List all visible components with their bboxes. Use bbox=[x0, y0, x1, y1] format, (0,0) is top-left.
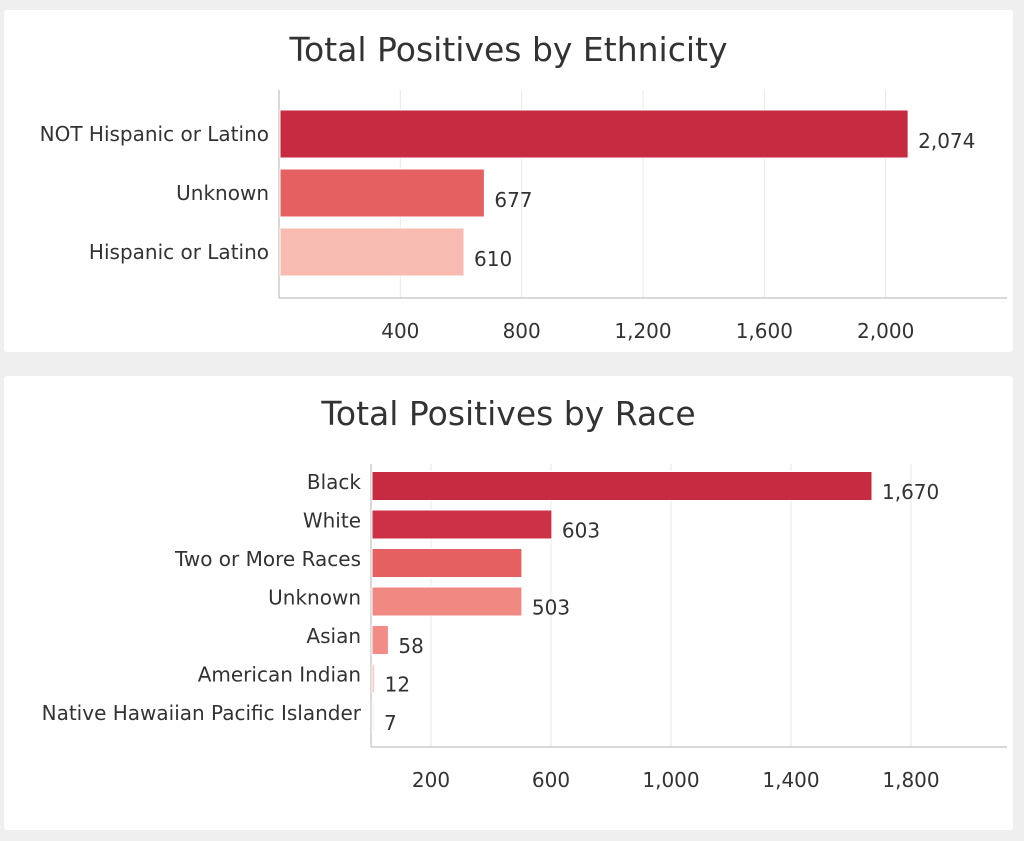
race-x-tick-label: 600 bbox=[532, 768, 570, 792]
ethnicity-x-tick-label: 1,200 bbox=[614, 319, 671, 343]
race-category-label: American Indian bbox=[198, 663, 361, 687]
race-category-label: Unknown bbox=[268, 586, 361, 610]
race-value-label: 603 bbox=[562, 519, 600, 543]
race-value-label: 503 bbox=[532, 596, 570, 620]
race-chart-title: Total Positives by Race bbox=[321, 394, 696, 433]
race-bar-native-hawaiian-pacific-islander bbox=[371, 702, 375, 732]
race-category-label: Black bbox=[307, 470, 362, 494]
race-bar-american-indian bbox=[371, 663, 376, 694]
race-x-tick-label: 1,000 bbox=[642, 768, 699, 792]
ethnicity-value-label: 2,074 bbox=[918, 129, 975, 153]
ethnicity-bar-hispanic-or-latino bbox=[279, 227, 465, 277]
race-bar-two-or-more-races bbox=[371, 548, 523, 578]
ethnicity-chart-panel: Total Positives by Ethnicity 400 800 1,200… bbox=[4, 10, 1013, 352]
ethnicity-chart-title: Total Positives by Ethnicity bbox=[289, 30, 728, 69]
ethnicity-x-tick-label: 2,000 bbox=[857, 319, 914, 343]
ethnicity-category-label: NOT Hispanic or Latino bbox=[40, 122, 269, 146]
race-category-label: Asian bbox=[306, 624, 361, 648]
race-x-tick-label: 1,400 bbox=[762, 768, 819, 792]
ethnicity-bar-unknown bbox=[279, 168, 485, 218]
race-value-label: 7 bbox=[384, 711, 397, 735]
ethnicity-bar-chart: 400 800 1,200 1,600 2,000 NOT Hispanic or Lat… bbox=[40, 90, 1007, 343]
race-bar-unknown bbox=[371, 586, 523, 617]
ethnicity-category-label: Hispanic or Latino bbox=[89, 240, 269, 264]
ethnicity-x-tick-label: 800 bbox=[503, 319, 541, 343]
race-value-label: 12 bbox=[385, 673, 410, 697]
race-bar-black bbox=[371, 471, 873, 501]
ethnicity-value-label: 677 bbox=[494, 188, 532, 212]
race-category-label: Native Hawaiian Pacific Islander bbox=[42, 701, 362, 725]
ethnicity-value-label: 610 bbox=[474, 247, 512, 271]
race-chart-panel: Total Positives by Race 200 600 1,000 1,400… bbox=[4, 376, 1013, 830]
race-category-label: White bbox=[303, 509, 361, 533]
ethnicity-category-label: Unknown bbox=[176, 181, 269, 205]
ethnicity-bar-not-hispanic-or-latino bbox=[279, 109, 909, 159]
race-x-tick-label: 1,800 bbox=[882, 768, 939, 792]
ethnicity-x-tick-label: 1,600 bbox=[736, 319, 793, 343]
race-value-label: 58 bbox=[398, 634, 423, 658]
race-category-label: Two or More Races bbox=[174, 547, 361, 571]
ethnicity-x-tick-label: 400 bbox=[381, 319, 419, 343]
race-x-tick-label: 200 bbox=[412, 768, 450, 792]
race-value-label: 1,670 bbox=[882, 480, 939, 504]
race-bar-asian bbox=[371, 625, 389, 655]
race-bar-white bbox=[371, 509, 553, 540]
race-bar-chart: 200 600 1,000 1,400 1,800 Black 1,670 White 603 T… bbox=[42, 464, 1007, 792]
